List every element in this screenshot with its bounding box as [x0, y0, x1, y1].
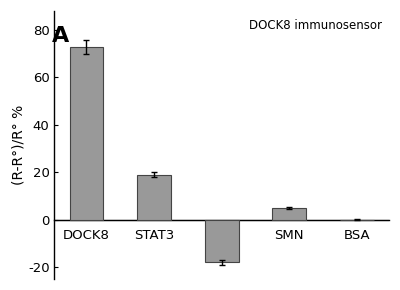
- Bar: [272, 208, 306, 220]
- Bar: [70, 47, 103, 220]
- Text: A: A: [52, 26, 69, 46]
- Bar: [137, 175, 171, 220]
- Bar: [205, 220, 238, 262]
- Y-axis label: (R-R°)/R° %: (R-R°)/R° %: [11, 105, 25, 185]
- Text: DOCK8 immunosensor: DOCK8 immunosensor: [249, 19, 382, 32]
